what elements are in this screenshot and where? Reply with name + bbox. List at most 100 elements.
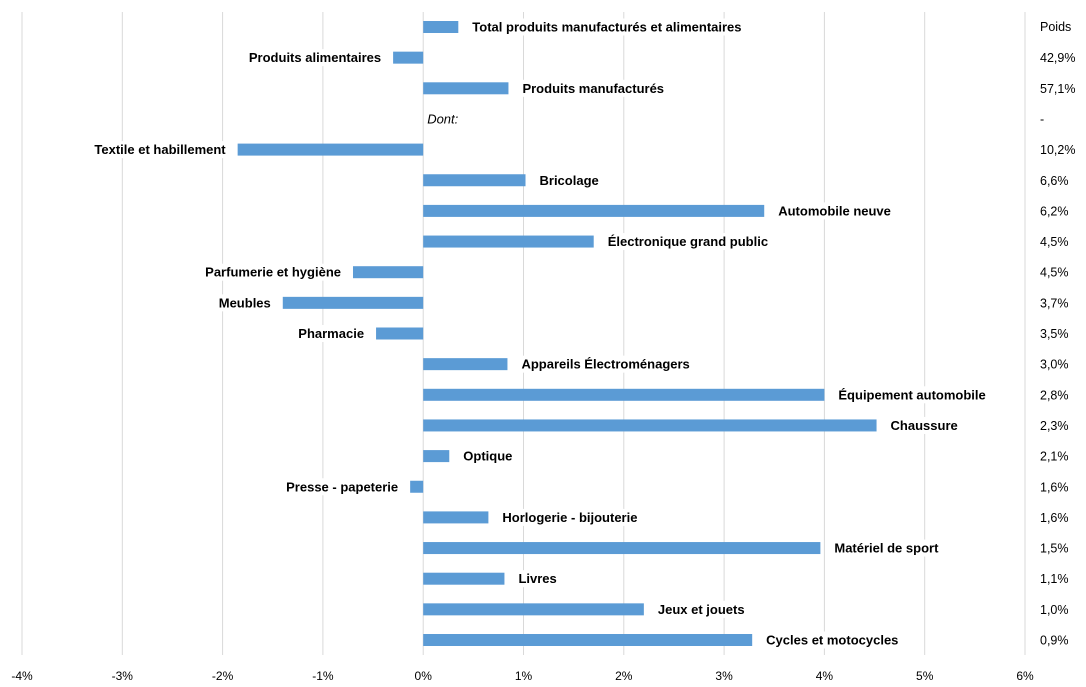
weight-value: 1,6% [1040,511,1069,525]
weight-value: - [1040,112,1044,126]
weight-value: 3,0% [1040,358,1069,372]
label-background [203,263,343,281]
category-label: Pharmacie [298,326,364,341]
bar [423,358,508,371]
bar [282,296,424,309]
category-label: Jeux et jouets [658,602,745,617]
category-labels: Total produits manufacturés et alimentai… [92,18,988,649]
label-background [655,600,747,618]
label-background [246,49,384,67]
bars [237,21,877,646]
category-label: Électronique grand public [608,234,768,249]
weight-value: 6,6% [1040,174,1069,188]
weight-column: Poids 42,9% 57,1% - 10,2% 6,6% 6,2% 4,5% 4,5% 3,… [1040,20,1075,648]
weight-value: 42,9% [1040,51,1075,65]
label-background [537,171,601,189]
x-tick-label: -1% [312,669,334,683]
label-background [836,386,988,404]
weight-value: 4,5% [1040,235,1069,249]
label-background [216,294,273,312]
label-background [500,508,640,526]
category-label: Total produits manufacturés et alimentai… [472,20,741,35]
category-label: Cycles et motocycles [766,633,898,648]
bar [423,634,753,646]
weight-value: 4,5% [1040,266,1069,280]
bar [376,327,424,340]
category-label: Livres [518,571,556,586]
weight-value: 0,9% [1040,634,1069,648]
bar [423,235,594,248]
weight-value: 57,1% [1040,82,1075,96]
label-background [519,355,692,373]
bar [423,204,765,217]
category-label: Textile et habillement [94,142,226,157]
x-tick-label: 4% [816,669,834,683]
weight-value: 1,1% [1040,572,1069,586]
category-label: Chaussure [891,418,958,433]
category-label: Produits alimentaires [249,50,381,65]
bar [393,51,424,64]
bar [423,21,459,33]
x-tick-label: 1% [515,669,533,683]
label-background [605,233,771,251]
label-background [516,570,559,588]
x-tick-label: 5% [916,669,934,683]
bar [423,511,489,524]
x-tick-label: 3% [715,669,733,683]
bar [423,174,526,187]
weight-value: 2,3% [1040,419,1069,433]
category-label: Parfumerie et hygiène [205,265,341,280]
x-tick-label: -4% [11,669,33,683]
weight-header: Poids [1040,20,1071,34]
bar [237,143,424,156]
bar [423,603,644,616]
x-tick-label: 6% [1016,669,1034,683]
weight-value: 3,5% [1040,327,1069,341]
label-background [296,325,367,342]
label-background [776,202,893,220]
weight-value: 10,2% [1040,143,1075,157]
label-background [520,79,667,97]
category-label: Équipement automobile [838,387,985,402]
bar [423,388,825,401]
bar [423,419,877,432]
label-background [888,416,960,434]
weight-value: 6,2% [1040,204,1069,218]
x-tick-label: 0% [415,669,433,683]
category-label: Automobile neuve [778,203,891,218]
label-background [284,478,401,496]
category-label: Meubles [219,295,271,310]
weight-value: 1,5% [1040,542,1069,556]
x-axis-ticks: -4% -3% -2% -1% 0% 1% 2% 3% 4% 5% 6% [11,669,1034,683]
gridlines [21,12,1026,655]
category-label: Dont: [427,111,458,126]
weight-value: 2,1% [1040,450,1069,464]
label-background [92,141,229,159]
label-background [425,110,461,128]
label-background [832,539,942,557]
label-background [470,18,744,36]
category-label: Bricolage [540,173,599,188]
bar [410,480,424,493]
weight-value: 3,7% [1040,296,1069,310]
label-background [764,631,901,649]
category-label: Produits manufacturés [522,81,664,96]
weight-value: 1,0% [1040,603,1069,617]
weight-value: 1,6% [1040,480,1069,494]
weight-value: 2,8% [1040,388,1069,402]
category-label: Horlogerie - bijouterie [502,510,637,525]
category-label: Presse - papeterie [286,479,398,494]
x-tick-label: 2% [615,669,633,683]
label-background [461,447,515,465]
category-label: Appareils Électroménagers [521,357,689,372]
category-label: Matériel de sport [834,541,939,556]
x-tick-label: -2% [212,669,234,683]
bar [423,542,821,555]
bar [423,82,509,95]
category-label: Optique [463,449,512,464]
bar [423,572,505,585]
bar [352,266,424,279]
x-tick-label: -3% [112,669,134,683]
bar [423,450,450,463]
